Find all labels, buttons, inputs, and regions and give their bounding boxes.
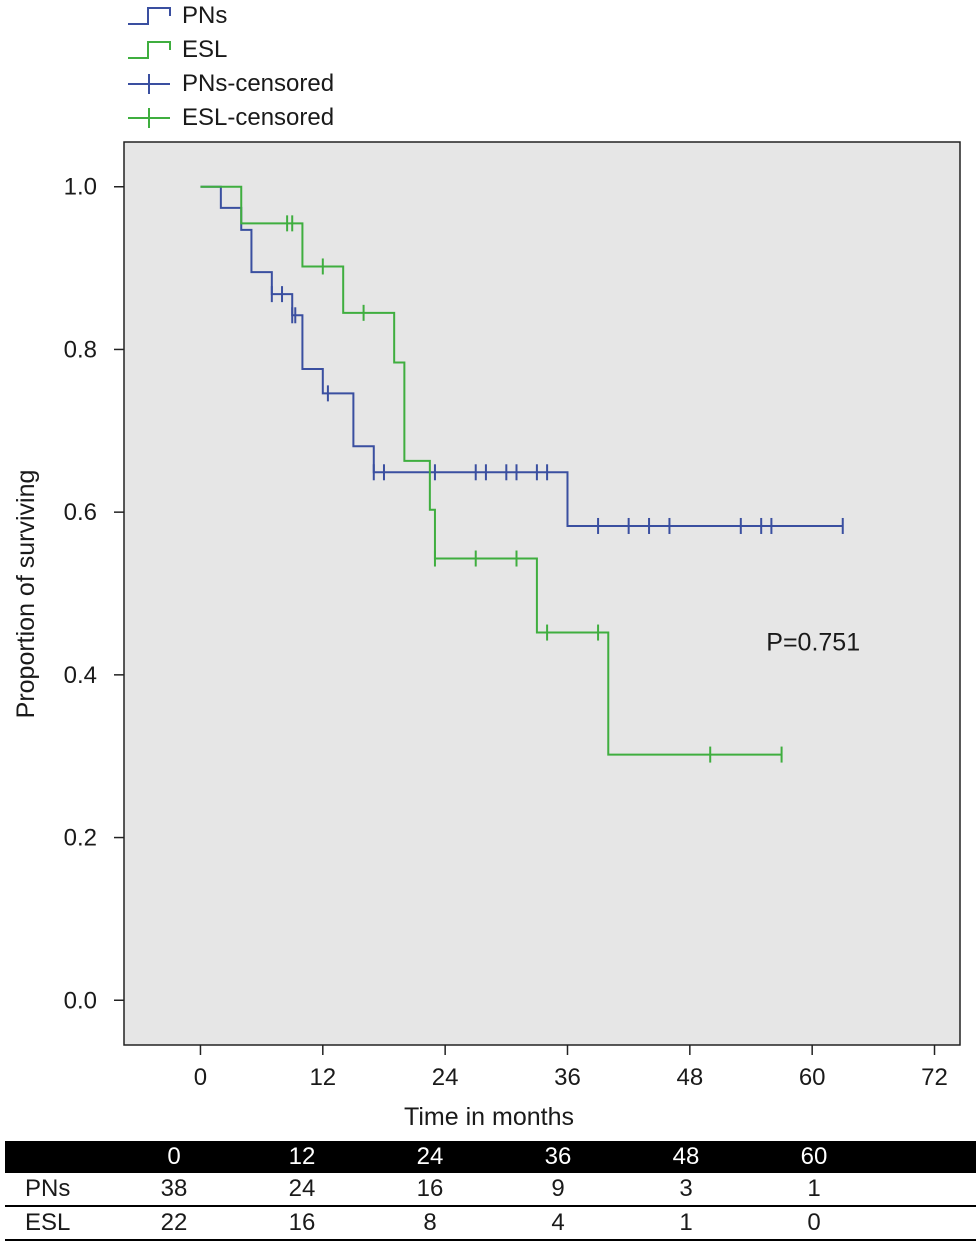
x-axis-label: Time in months (404, 1103, 574, 1131)
risk-table-time-header: 60 (800, 1143, 828, 1170)
risk-table-filler (878, 1141, 976, 1173)
legend-item: PNs (118, 0, 418, 34)
x-tick-label: 0 (194, 1064, 207, 1091)
plot-area (123, 141, 961, 1046)
risk-table-filler (878, 1206, 976, 1240)
risk-table-cell: 3 (679, 1175, 693, 1202)
y-axis-label: Proportion of surviving (12, 470, 40, 719)
risk-table-row-label: ESL (25, 1209, 71, 1236)
km-curve-esl (200, 185, 782, 756)
number-at-risk-table: 0 12 24 36 48 60 PNs 38 24 16 9 3 1 ESL 22 16 8 4 1 0 (5, 1141, 976, 1241)
legend-label: PNs-censored (182, 70, 335, 97)
risk-table-cell: 9 (551, 1175, 565, 1202)
x-tick-label: 48 (676, 1064, 703, 1091)
risk-table-time-header: 36 (544, 1143, 572, 1170)
risk-table-time-header: 0 (167, 1143, 181, 1170)
risk-table-cell: 1 (679, 1209, 693, 1236)
legend-censor-tick-icon (128, 108, 170, 128)
risk-table-corner (5, 1141, 110, 1173)
axis-ticks: 0 12 24 36 48 60 72 0.0 0.2 0.4 0.6 0.8 1.0 (64, 174, 948, 1091)
y-tick-label: 0.0 (64, 987, 97, 1014)
risk-table-cell: 38 (160, 1175, 188, 1202)
y-tick-label: 0.8 (64, 336, 97, 363)
risk-table-filler (878, 1173, 976, 1206)
chart-legend: PNs ESL PNs-censored ESL-censored (118, 0, 418, 132)
x-tick-label: 60 (799, 1064, 826, 1091)
y-tick-label: 0.4 (64, 662, 97, 689)
risk-table-row-label: PNs (25, 1175, 71, 1202)
legend-step-line-icon (128, 41, 171, 59)
risk-table-time-header: 48 (672, 1143, 700, 1170)
risk-table-time-header: 24 (416, 1143, 444, 1170)
risk-table-cell: 4 (551, 1209, 565, 1236)
y-tick-label: 0.6 (64, 499, 97, 526)
legend-label: ESL (182, 36, 228, 63)
survival-curves (200, 185, 844, 763)
km-survival-chart: 0 12 24 36 48 60 72 0.0 0.2 0.4 0.6 0.8 1.0 Time in … (12, 141, 961, 1131)
y-tick-label: 0.2 (64, 825, 97, 852)
risk-table-cell: 16 (416, 1175, 444, 1202)
risk-table-cell: 8 (423, 1209, 437, 1236)
risk-table-cell: 0 (807, 1209, 821, 1236)
x-tick-label: 36 (554, 1064, 581, 1091)
legend-label: PNs (182, 2, 228, 29)
legend-step-line-icon (128, 7, 171, 25)
x-tick-label: 24 (432, 1064, 459, 1091)
risk-table-cell: 22 (160, 1209, 188, 1236)
legend-item: ESL-censored (118, 102, 418, 136)
legend-label: ESL-censored (182, 104, 335, 131)
risk-table-cell: 1 (807, 1175, 821, 1202)
legend-item: ESL (118, 34, 418, 68)
risk-table-row: PNs 38 24 16 9 3 1 (5, 1173, 976, 1206)
risk-table-body: PNs 38 24 16 9 3 1 ESL 22 16 8 4 1 0 (5, 1173, 976, 1240)
risk-table-header: 0 12 24 36 48 60 (5, 1141, 976, 1173)
p-value-annotation: P=0.751 (766, 628, 860, 656)
legend-item: PNs-censored (118, 68, 418, 102)
risk-table-cell: 16 (288, 1209, 316, 1236)
risk-table-cell: 24 (288, 1175, 316, 1202)
y-tick-label: 1.0 (64, 174, 97, 201)
x-tick-label: 12 (309, 1064, 336, 1091)
risk-table-time-header: 12 (288, 1143, 316, 1170)
risk-table-row: ESL 22 16 8 4 1 0 (5, 1206, 976, 1240)
legend-censor-tick-icon (128, 74, 170, 94)
x-tick-label: 72 (921, 1064, 948, 1091)
